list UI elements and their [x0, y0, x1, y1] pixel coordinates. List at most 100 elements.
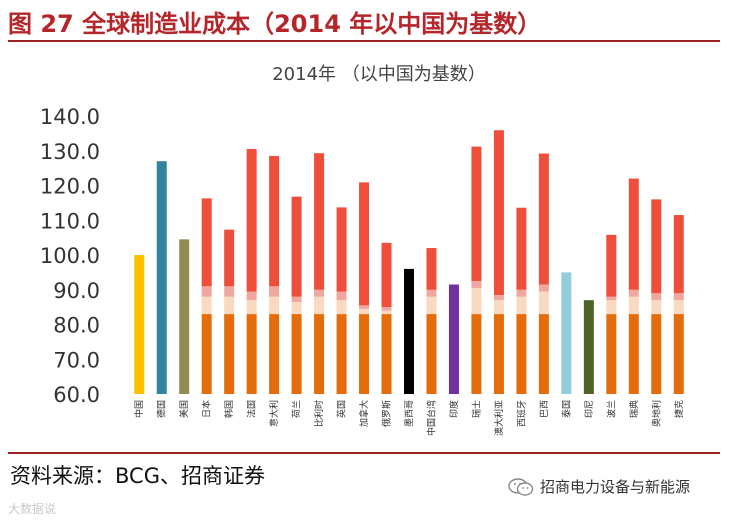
bar-segment	[269, 296, 280, 315]
bar-segment	[246, 149, 257, 292]
source-note: 资料来源：BCG、招商证券	[10, 464, 265, 488]
title-rule	[8, 40, 720, 42]
bar-segment	[381, 314, 392, 394]
x-tick-label: 韩国	[223, 400, 235, 418]
x-tick-label: 印尼	[583, 400, 595, 418]
bar-segment	[269, 286, 280, 297]
bar-segment	[471, 288, 482, 315]
bar-segment	[381, 307, 392, 311]
bar-segment	[493, 294, 504, 301]
bar-segment	[538, 291, 549, 315]
bar-segment	[336, 314, 347, 394]
bar-segment	[673, 215, 684, 294]
bar-segment	[628, 296, 639, 315]
bar-segment	[538, 153, 549, 285]
figure-title: 图 27 全球制造业成本（2014 年以中国为基数）	[8, 10, 542, 38]
bar-segment	[628, 289, 639, 297]
x-tick-label: 泰国	[560, 400, 572, 418]
y-tick-label: 120.0	[40, 175, 100, 199]
x-tick-label: 比利时	[313, 400, 325, 427]
bar-segment	[516, 289, 527, 297]
bar-segment	[651, 199, 662, 294]
bar-segment	[673, 314, 684, 394]
footer-rule	[8, 452, 720, 454]
bar-segment	[246, 314, 257, 394]
x-tick-label: 巴西	[539, 400, 550, 418]
x-tick-label: 德国	[156, 400, 168, 418]
x-tick-label: 意大利	[268, 400, 280, 427]
x-tick-label: 中国台湾	[425, 400, 437, 436]
bar-segment	[291, 196, 302, 297]
bar-segment	[224, 229, 235, 287]
bar-segment	[493, 314, 504, 394]
bar-segment	[606, 234, 617, 297]
x-tick-label: 法国	[246, 400, 258, 418]
bar-segment	[359, 305, 370, 309]
x-tick-label: 英国	[336, 400, 348, 418]
bar-segment	[336, 291, 347, 301]
y-tick-label: 60.0	[53, 383, 100, 407]
bar-segment	[538, 314, 549, 394]
x-tick-label: 捷克	[673, 400, 685, 418]
bar-segment	[224, 286, 235, 297]
x-tick-label: 俄罗斯	[381, 400, 393, 427]
bar	[561, 272, 572, 394]
bar	[179, 239, 190, 394]
bar-segment	[246, 291, 257, 301]
bar-segment	[381, 310, 392, 315]
x-tick-label: 瑞士	[470, 400, 482, 418]
bar-segment	[224, 296, 235, 315]
bar-segment	[651, 300, 662, 315]
y-tick-label: 110.0	[40, 209, 100, 233]
bar-segment	[359, 308, 370, 315]
bar-segment	[493, 300, 504, 315]
bar-segment	[381, 242, 392, 308]
bar-segment	[628, 178, 639, 290]
bar-segment	[426, 248, 437, 290]
bar-segment	[493, 130, 504, 295]
x-tick-label: 日本	[201, 400, 213, 418]
bar-segment	[673, 300, 684, 315]
bar	[448, 284, 459, 394]
x-tick-label: 波兰	[605, 400, 617, 418]
x-tick-label: 印度	[448, 400, 460, 418]
bar-segment	[606, 300, 617, 315]
bar	[134, 255, 145, 394]
watermark: 大数据说	[8, 502, 57, 516]
bar-segment	[314, 289, 325, 297]
bar-segment	[426, 314, 437, 394]
cost-bar-chart: 2014年 （以中国为基数） 60.0 70.0 80.0 90.0 100.0 110.0…	[40, 64, 685, 436]
bar-segment	[291, 314, 302, 394]
x-tick-label: 瑞典	[628, 400, 640, 418]
bar-segment	[606, 314, 617, 394]
bar-segment	[628, 314, 639, 394]
x-tick-label: 加拿大	[358, 400, 370, 427]
bar-segment	[336, 300, 347, 315]
chart-title: 2014年 （以中国为基数）	[272, 64, 486, 85]
bar-segment	[651, 293, 662, 301]
bar-segment	[471, 281, 482, 289]
bar-segment	[291, 296, 302, 302]
bar	[583, 300, 594, 394]
brand-badge: 招商电力设备与新能源	[508, 476, 690, 497]
y-tick-label: 100.0	[40, 244, 100, 268]
bar-segment	[336, 207, 347, 292]
brand-label: 招商电力设备与新能源	[540, 478, 691, 496]
bar-segment	[201, 286, 212, 297]
bar-segment	[224, 314, 235, 394]
bar-segment	[291, 301, 302, 315]
bar-segment	[516, 296, 527, 315]
bar-segment	[201, 198, 212, 287]
bar-segment	[426, 289, 437, 297]
bar-segment	[426, 296, 437, 315]
bar-segment	[269, 314, 280, 394]
x-tick-label: 奥地利	[650, 400, 662, 427]
bar-segment	[516, 207, 527, 290]
bar-segment	[269, 155, 280, 287]
bar-segment	[651, 314, 662, 394]
bar-segment	[606, 296, 617, 301]
bar-segment	[673, 293, 684, 301]
x-tick-label: 荷兰	[291, 400, 303, 418]
bar	[404, 268, 414, 394]
bar-segment	[201, 296, 212, 315]
